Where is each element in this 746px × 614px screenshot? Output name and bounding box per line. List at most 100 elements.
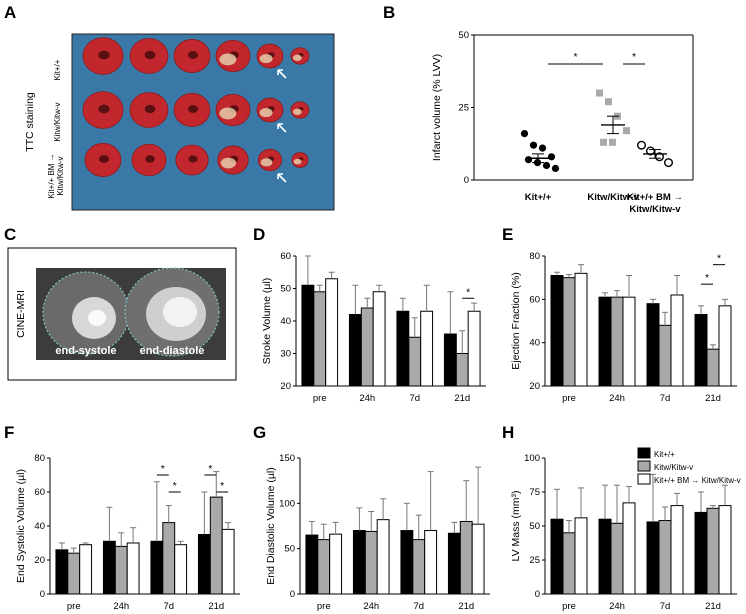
bar xyxy=(550,518,564,595)
bar xyxy=(412,539,426,595)
y-tick-label: 100 xyxy=(524,453,540,464)
legend-swatch xyxy=(637,447,651,459)
x-tick-label: 21d xyxy=(458,601,474,612)
data-point xyxy=(664,158,674,168)
infarct-volume-chart: 0 25 50 Infarct volume (% LVV) Kit+/+ Kitw/Ki… xyxy=(431,30,694,215)
bar xyxy=(443,333,457,387)
bar xyxy=(364,530,378,595)
bar xyxy=(114,545,128,595)
data-point xyxy=(529,141,538,149)
bar xyxy=(221,528,235,595)
bar xyxy=(408,336,422,387)
category-label: Kit+/+ BM → xyxy=(627,192,683,203)
bar xyxy=(574,517,588,595)
y-tick-label: 40 xyxy=(529,338,540,349)
category-label: Kit+/+ xyxy=(525,192,552,203)
bar xyxy=(376,519,390,595)
bar xyxy=(670,294,684,387)
panel-letter-h: H xyxy=(502,423,514,442)
significance-star: * xyxy=(573,51,577,63)
bar xyxy=(718,305,732,387)
x-tick-label: pre xyxy=(317,601,331,612)
x-tick-label: 7d xyxy=(413,601,424,612)
y-tick-label: 60 xyxy=(280,251,291,262)
slice-lumen xyxy=(188,155,198,163)
bar xyxy=(150,540,164,595)
y-tick-label: 40 xyxy=(280,316,291,327)
bar xyxy=(372,291,386,387)
y-tick-label: 75 xyxy=(529,487,540,498)
y-tick-label: 30 xyxy=(280,349,291,360)
y-tick-label: 25 xyxy=(458,103,469,114)
data-point xyxy=(524,156,533,164)
x-tick-label: 21d xyxy=(705,393,721,404)
bar xyxy=(424,530,438,595)
bar xyxy=(301,284,315,387)
x-tick-label: 7d xyxy=(163,601,174,612)
bar xyxy=(197,534,211,595)
slice-lumen xyxy=(98,50,110,60)
bar xyxy=(209,496,223,595)
y-axis-label: Ejection Fraction (%) xyxy=(510,272,522,369)
x-tick-label: pre xyxy=(562,601,576,612)
bar xyxy=(694,511,708,595)
x-tick-label: pre xyxy=(313,393,327,404)
end-systolic-volume-chart: 0 20 40 60 80 End Systolic Volume (µl) pre 24h 7… xyxy=(15,453,240,612)
data-point xyxy=(596,89,603,97)
bar xyxy=(658,324,672,387)
legend-swatch xyxy=(637,473,651,485)
significance-star: * xyxy=(717,253,721,265)
bar xyxy=(55,549,69,595)
y-tick-label: 60 xyxy=(529,294,540,305)
x-tick-label: 24h xyxy=(609,393,625,404)
bar xyxy=(67,552,81,595)
y-tick-label: 50 xyxy=(284,544,295,555)
y-tick-label: 100 xyxy=(279,498,295,509)
arrow-icon xyxy=(277,69,287,79)
slice-lumen xyxy=(144,104,156,114)
bar xyxy=(646,303,660,387)
slice-lumen xyxy=(187,105,199,113)
data-point xyxy=(547,153,556,161)
infarct-area xyxy=(292,54,302,61)
legend: Kit+/+ Kitw/Kitw-v Kit+/+ BM → Kitw/Kitw-v xyxy=(637,447,741,485)
bar xyxy=(360,307,374,387)
y-tick-label: 40 xyxy=(34,521,45,532)
slice-lumen xyxy=(187,51,199,59)
arrow-icon xyxy=(277,173,287,183)
y-tick-label: 25 xyxy=(529,555,540,566)
panel-letter-f: F xyxy=(4,423,14,442)
bar xyxy=(467,310,481,387)
bar xyxy=(162,522,176,595)
bar xyxy=(317,539,331,595)
panel-letter-a: A xyxy=(4,3,16,22)
infarct-area xyxy=(292,108,302,115)
panel-letter-g: G xyxy=(253,423,266,442)
x-tick-label: 21d xyxy=(454,393,470,404)
x-tick-label: 24h xyxy=(113,601,129,612)
infarct-area xyxy=(260,158,273,167)
data-point xyxy=(538,144,547,152)
y-axis-label: LV Mass (mm³) xyxy=(510,491,522,562)
panel-letter-e: E xyxy=(502,225,513,244)
bar xyxy=(102,540,116,595)
bar xyxy=(305,534,319,595)
legend-swatch xyxy=(637,460,651,472)
bar xyxy=(610,296,624,387)
data-point xyxy=(542,161,551,170)
infarct-area xyxy=(220,157,237,169)
cine-mri-label: CINE-MRI xyxy=(15,290,27,338)
infarct-area xyxy=(219,53,237,66)
infarct-area xyxy=(259,108,273,118)
bar xyxy=(348,314,362,387)
mri-image xyxy=(36,267,226,360)
data-point xyxy=(600,138,607,146)
panel-letter-c: C xyxy=(4,225,16,244)
x-tick-label: 21d xyxy=(705,601,721,612)
bar xyxy=(610,522,624,595)
bar xyxy=(622,296,636,387)
data-point xyxy=(609,138,616,146)
significance-star: * xyxy=(161,463,165,475)
bar xyxy=(447,532,461,595)
